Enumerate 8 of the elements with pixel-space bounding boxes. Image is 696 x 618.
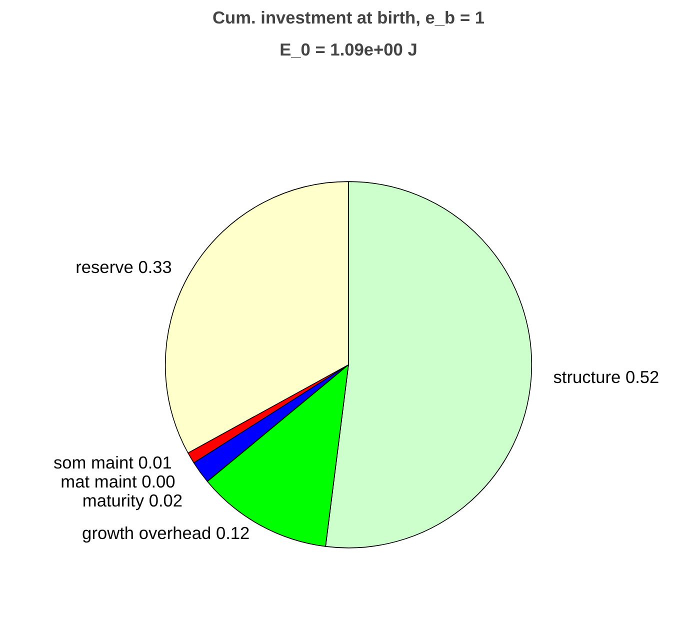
slice-label: som maint 0.01	[53, 452, 172, 473]
chart-subtitle: E_0 = 1.09e+00 J	[280, 40, 418, 60]
slice-label: growth overhead 0.12	[82, 523, 250, 544]
chart-title: Cum. investment at birth, e_b = 1	[212, 8, 485, 28]
category-label: mat maint 0.00	[60, 471, 176, 492]
slice-label: maturity 0.02	[82, 490, 183, 510]
slice-label: structure 0.52	[553, 366, 660, 387]
slice-label: reserve 0.33	[76, 256, 172, 277]
